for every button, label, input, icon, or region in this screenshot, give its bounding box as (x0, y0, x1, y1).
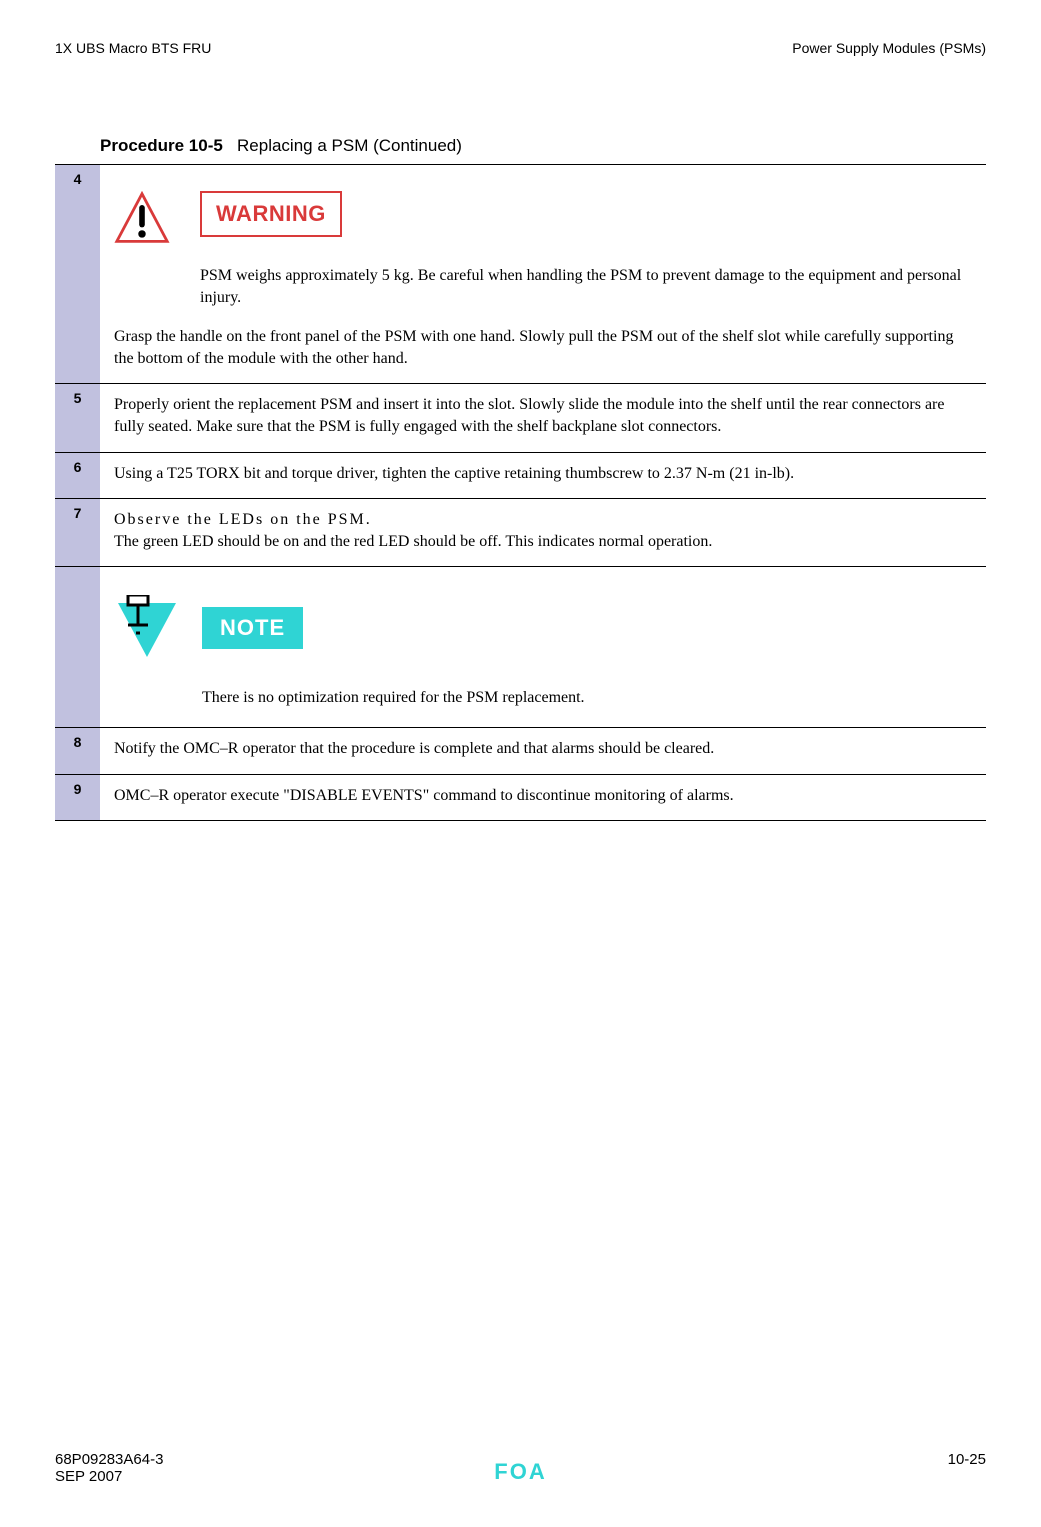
step-body: OMC–R operator execute "DISABLE EVENTS" … (100, 774, 986, 821)
table-row: 7 Observe the LEDs on the PSM. The green… (55, 499, 986, 567)
header-left: 1X UBS Macro BTS FRU (55, 40, 211, 56)
step-number: 7 (55, 499, 100, 567)
warning-block: WARNING (114, 191, 972, 247)
header-right: Power Supply Modules (PSMs) (792, 40, 986, 56)
page-header: 1X UBS Macro BTS FRU Power Supply Module… (55, 40, 986, 56)
step-body-cell: WARNING PSM weighs approximately 5 kg. B… (100, 165, 986, 384)
note-icon (114, 595, 180, 661)
note-text: There is no optimization required for th… (202, 687, 972, 709)
step-number: 4 (55, 165, 100, 384)
step-number: 5 (55, 384, 100, 452)
step-body-line1: Observe the LEDs on the PSM. (114, 509, 972, 531)
warning-icon (114, 191, 170, 247)
step-body-cell: NOTE There is no optimization required f… (100, 567, 986, 728)
step-body: Notify the OMC–R operator that the proce… (100, 727, 986, 774)
footer-foa: FOA (494, 1459, 546, 1485)
table-row: 6 Using a T25 TORX bit and torque driver… (55, 452, 986, 499)
step-body: Grasp the handle on the front panel of t… (114, 326, 972, 369)
table-row: 8 Notify the OMC–R operator that the pro… (55, 727, 986, 774)
step-body: Using a T25 TORX bit and torque driver, … (100, 452, 986, 499)
page-footer: 68P09283A64-3 10-25 SEP 2007 FOA (55, 1451, 986, 1485)
table-row: 4 WARNING PSM weighs approximately 5 kg.… (55, 165, 986, 384)
footer-date: SEP 2007 (55, 1468, 122, 1485)
step-number: 9 (55, 774, 100, 821)
step-number: 6 (55, 452, 100, 499)
warning-label: WARNING (200, 191, 342, 237)
table-row: NOTE There is no optimization required f… (55, 567, 986, 728)
note-label: NOTE (202, 607, 303, 649)
footer-doc-num: 68P09283A64-3 (55, 1451, 163, 1468)
procedure-title: Procedure 10-5 Replacing a PSM (Continue… (100, 136, 986, 156)
warning-text: PSM weighs approximately 5 kg. Be carefu… (200, 265, 972, 308)
footer-page: 10-25 (948, 1451, 986, 1468)
step-number-blank (55, 567, 100, 728)
step-body-cell: Observe the LEDs on the PSM. The green L… (100, 499, 986, 567)
table-row: 9 OMC–R operator execute "DISABLE EVENTS… (55, 774, 986, 821)
procedure-table: 4 WARNING PSM weighs approximately 5 kg.… (55, 164, 986, 821)
step-body: Properly orient the replacement PSM and … (100, 384, 986, 452)
procedure-label: Procedure 10-5 (100, 136, 223, 155)
step-body-line2: The green LED should be on and the red L… (114, 531, 972, 553)
table-row: 5 Properly orient the replacement PSM an… (55, 384, 986, 452)
note-block: NOTE (114, 595, 972, 661)
step-number: 8 (55, 727, 100, 774)
procedure-name: Replacing a PSM (Continued) (237, 136, 462, 155)
